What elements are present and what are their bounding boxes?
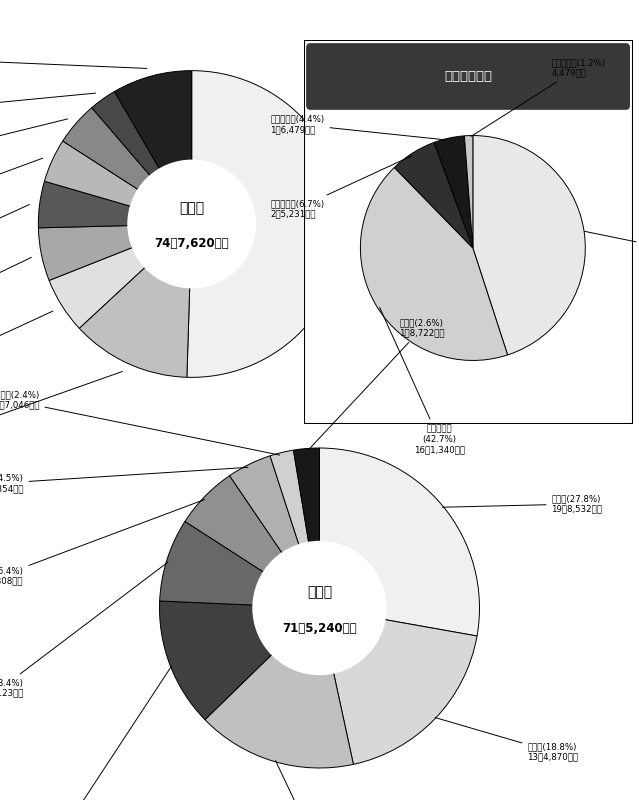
- Text: 消防費(4.5%)
3億2,354万円: 消防費(4.5%) 3億2,354万円: [0, 467, 248, 493]
- Wedge shape: [63, 108, 192, 224]
- Text: 地方交付税(5.9%)
4億4,287万円: 地方交付税(5.9%) 4億4,287万円: [0, 311, 53, 418]
- Text: 繰越金(4.9%)
3億6,781万円: 繰越金(4.9%) 3億6,781万円: [0, 205, 29, 301]
- Wedge shape: [205, 608, 353, 768]
- Circle shape: [127, 159, 256, 289]
- Wedge shape: [45, 141, 192, 224]
- Text: 土木費(13.0%)
9億2,764万円: 土木費(13.0%) 9億2,764万円: [22, 666, 171, 800]
- Wedge shape: [465, 135, 473, 248]
- Wedge shape: [160, 522, 320, 608]
- Wedge shape: [114, 70, 192, 224]
- Text: 固定資産税
(42.7%)
16億1,340万円: 固定資産税 (42.7%) 16億1,340万円: [380, 307, 465, 454]
- Wedge shape: [320, 448, 479, 636]
- Text: その他(8.4%)
6億2,397万円: その他(8.4%) 6億2,397万円: [0, 46, 147, 69]
- Wedge shape: [38, 182, 192, 228]
- Wedge shape: [320, 608, 477, 764]
- Text: 教育費(16.1%)
11億5,021万円: 教育費(16.1%) 11億5,021万円: [275, 761, 369, 800]
- Circle shape: [252, 541, 387, 675]
- Text: 県支出金(4.6%)
3億4,245万円: 県支出金(4.6%) 3億4,245万円: [0, 119, 68, 185]
- Text: その他(2.6%)
1億8,722万円: その他(2.6%) 1億8,722万円: [309, 318, 445, 450]
- FancyBboxPatch shape: [307, 44, 629, 109]
- Text: 総務費(18.8%)
13億4,870万円: 総務費(18.8%) 13億4,870万円: [435, 718, 578, 762]
- Text: 歳　入: 歳 入: [179, 202, 204, 216]
- Wedge shape: [293, 448, 320, 608]
- Text: 歳　出: 歳 出: [307, 585, 332, 599]
- Text: 町たばこ税(4.4%)
1億6,479万円: 町たばこ税(4.4%) 1億6,479万円: [270, 114, 447, 140]
- Wedge shape: [394, 142, 473, 248]
- Wedge shape: [434, 136, 473, 248]
- Text: 公債費(6.4%)
4億5,808万円: 公債費(6.4%) 4億5,808万円: [0, 499, 204, 586]
- Wedge shape: [49, 224, 192, 328]
- Text: 国庫支出金(12.6%)
9億4,050万円: 国庫支出金(12.6%) 9億4,050万円: [0, 371, 122, 479]
- Text: 軽自動車税(1.2%)
4,479万円: 軽自動車税(1.2%) 4,479万円: [471, 58, 606, 136]
- Wedge shape: [360, 167, 507, 361]
- Text: 諸収入(4.6%)
3億4,564万円: 諸収入(4.6%) 3億4,564万円: [0, 158, 43, 243]
- Text: 町債(5.6%)
4億1,885万円: 町債(5.6%) 4億1,885万円: [0, 258, 31, 359]
- Wedge shape: [229, 456, 320, 608]
- Text: 民生費(27.8%)
19億8,532万円: 民生費(27.8%) 19億8,532万円: [442, 494, 603, 514]
- Wedge shape: [187, 70, 345, 378]
- Wedge shape: [38, 224, 192, 281]
- Wedge shape: [79, 224, 192, 378]
- Text: 71億5,240万円: 71億5,240万円: [282, 622, 357, 635]
- Text: 衛生費(8.4%)
6億123万円: 衛生費(8.4%) 6億123万円: [0, 562, 168, 698]
- Text: 農林水産業費(2.4%)
1億7,046万円: 農林水産業費(2.4%) 1億7,046万円: [0, 390, 280, 455]
- Wedge shape: [160, 601, 320, 720]
- Text: 74億7,620万円: 74億7,620万円: [155, 238, 229, 250]
- Wedge shape: [270, 450, 320, 608]
- Wedge shape: [92, 91, 192, 224]
- Text: 町民税(45.0%)
17億72万円: 町民税(45.0%) 17億72万円: [585, 231, 639, 258]
- FancyBboxPatch shape: [304, 40, 633, 424]
- Text: 地方消費税交付金(2.9%)
2億1,810万円: 地方消費税交付金(2.9%) 2億1,810万円: [0, 93, 95, 126]
- Wedge shape: [185, 476, 320, 608]
- Text: 町税の構成比: 町税の構成比: [444, 70, 492, 83]
- Wedge shape: [473, 135, 585, 355]
- Text: 都市計画税(6.7%)
2億5,231万円: 都市計画税(6.7%) 2億5,231万円: [270, 156, 412, 218]
- Text: 町税(50.5%)
37億7,601万円: 町税(50.5%) 37億7,601万円: [355, 99, 481, 225]
